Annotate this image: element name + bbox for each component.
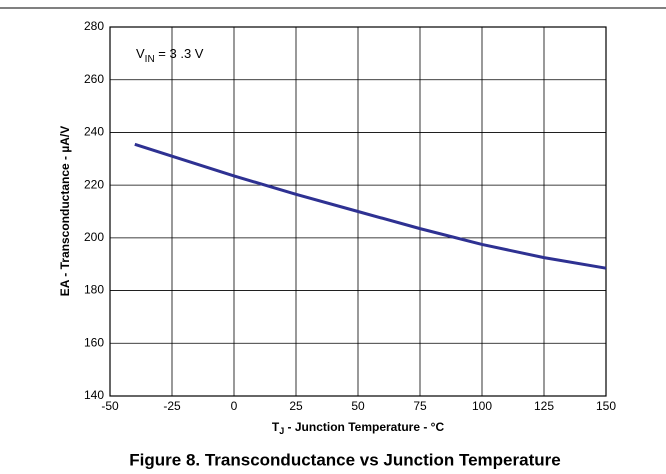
y-tick-label: 260 <box>84 72 104 86</box>
y-tick-label: 220 <box>84 177 104 191</box>
y-tick-label: 160 <box>84 335 104 349</box>
x-tick-label: 125 <box>534 399 554 413</box>
y-axis-label: EA - Transconductance - µA/V <box>58 126 72 297</box>
x-tick-label: -25 <box>163 399 181 413</box>
x-axis-label: TJ - Junction Temperature - °C <box>272 420 445 436</box>
y-tick-label: 240 <box>84 125 104 139</box>
y-tick-label: 200 <box>84 230 104 244</box>
x-label-sub: J <box>279 426 284 436</box>
x-label-base: T <box>272 420 280 434</box>
y-tick-label: 280 <box>84 19 104 33</box>
data-line <box>134 142 607 270</box>
plot-frame <box>109 26 607 397</box>
x-label-rest: - Junction Temperature - °C <box>284 420 444 434</box>
x-tick-label: 150 <box>596 399 616 413</box>
annotation: VIN = 3 .3 V <box>136 46 204 64</box>
y-tick-label: 180 <box>84 283 104 297</box>
y-tick-label: 140 <box>84 388 104 402</box>
chart-title: Figure 8. Transconductance vs Junction T… <box>129 450 560 469</box>
x-tick-label: 100 <box>472 399 492 413</box>
annotation-base: V <box>136 46 145 61</box>
x-tick-label: 0 <box>231 399 238 413</box>
x-tick-label: 50 <box>351 399 365 413</box>
annotation-sub: IN <box>145 54 155 65</box>
x-tick-label: 75 <box>413 399 427 413</box>
x-tick-label: -50 <box>101 399 119 413</box>
annotation-rest: = 3 .3 V <box>155 46 204 61</box>
x-tick-label: 25 <box>289 399 303 413</box>
